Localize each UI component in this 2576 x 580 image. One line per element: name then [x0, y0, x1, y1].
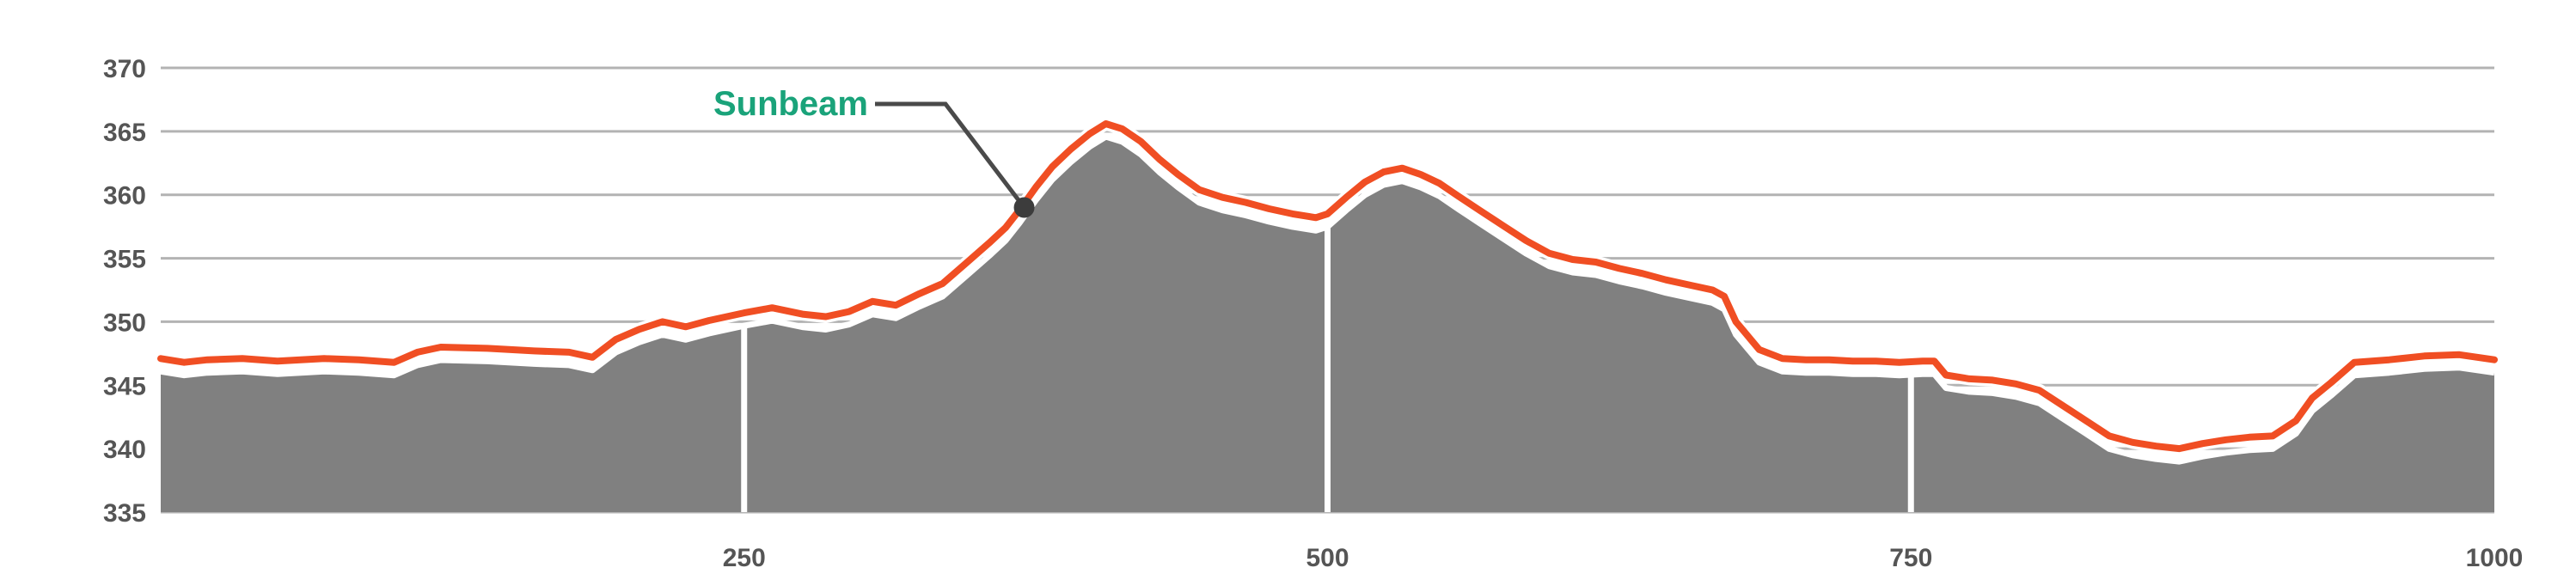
- series-layer: [154, 117, 2501, 455]
- elevation-line: [157, 120, 2498, 453]
- y-tick-label-335: 335: [103, 499, 146, 528]
- y-tick-label-345: 345: [103, 372, 146, 400]
- x-tick-label-250: 250: [723, 544, 766, 572]
- callout-dot: [1013, 197, 1035, 218]
- callout-leader-line: [875, 101, 1026, 209]
- y-tick-label-360: 360: [103, 182, 146, 211]
- y-tick-label-370: 370: [103, 55, 146, 83]
- y-axis: 335 340 345 350 355 360 365 370: [103, 55, 146, 528]
- x-tick-label-1000: 1000: [2466, 544, 2524, 572]
- x-axis: 250 500 750 1000: [723, 544, 2524, 572]
- x-tick-label-750: 750: [1889, 544, 1932, 572]
- y-tick-label-355: 355: [103, 246, 146, 274]
- area-outline: [160, 133, 2495, 465]
- y-tick-label-365: 365: [103, 119, 146, 147]
- distance-markers: [741, 226, 1914, 512]
- callout-label-sunbeam: Sunbeam: [713, 85, 868, 123]
- y-tick-label-340: 340: [103, 436, 146, 464]
- y-tick-label-350: 350: [103, 308, 146, 337]
- annotations: Sunbeam: [713, 85, 1035, 218]
- x-tick-label-500: 500: [1306, 544, 1349, 572]
